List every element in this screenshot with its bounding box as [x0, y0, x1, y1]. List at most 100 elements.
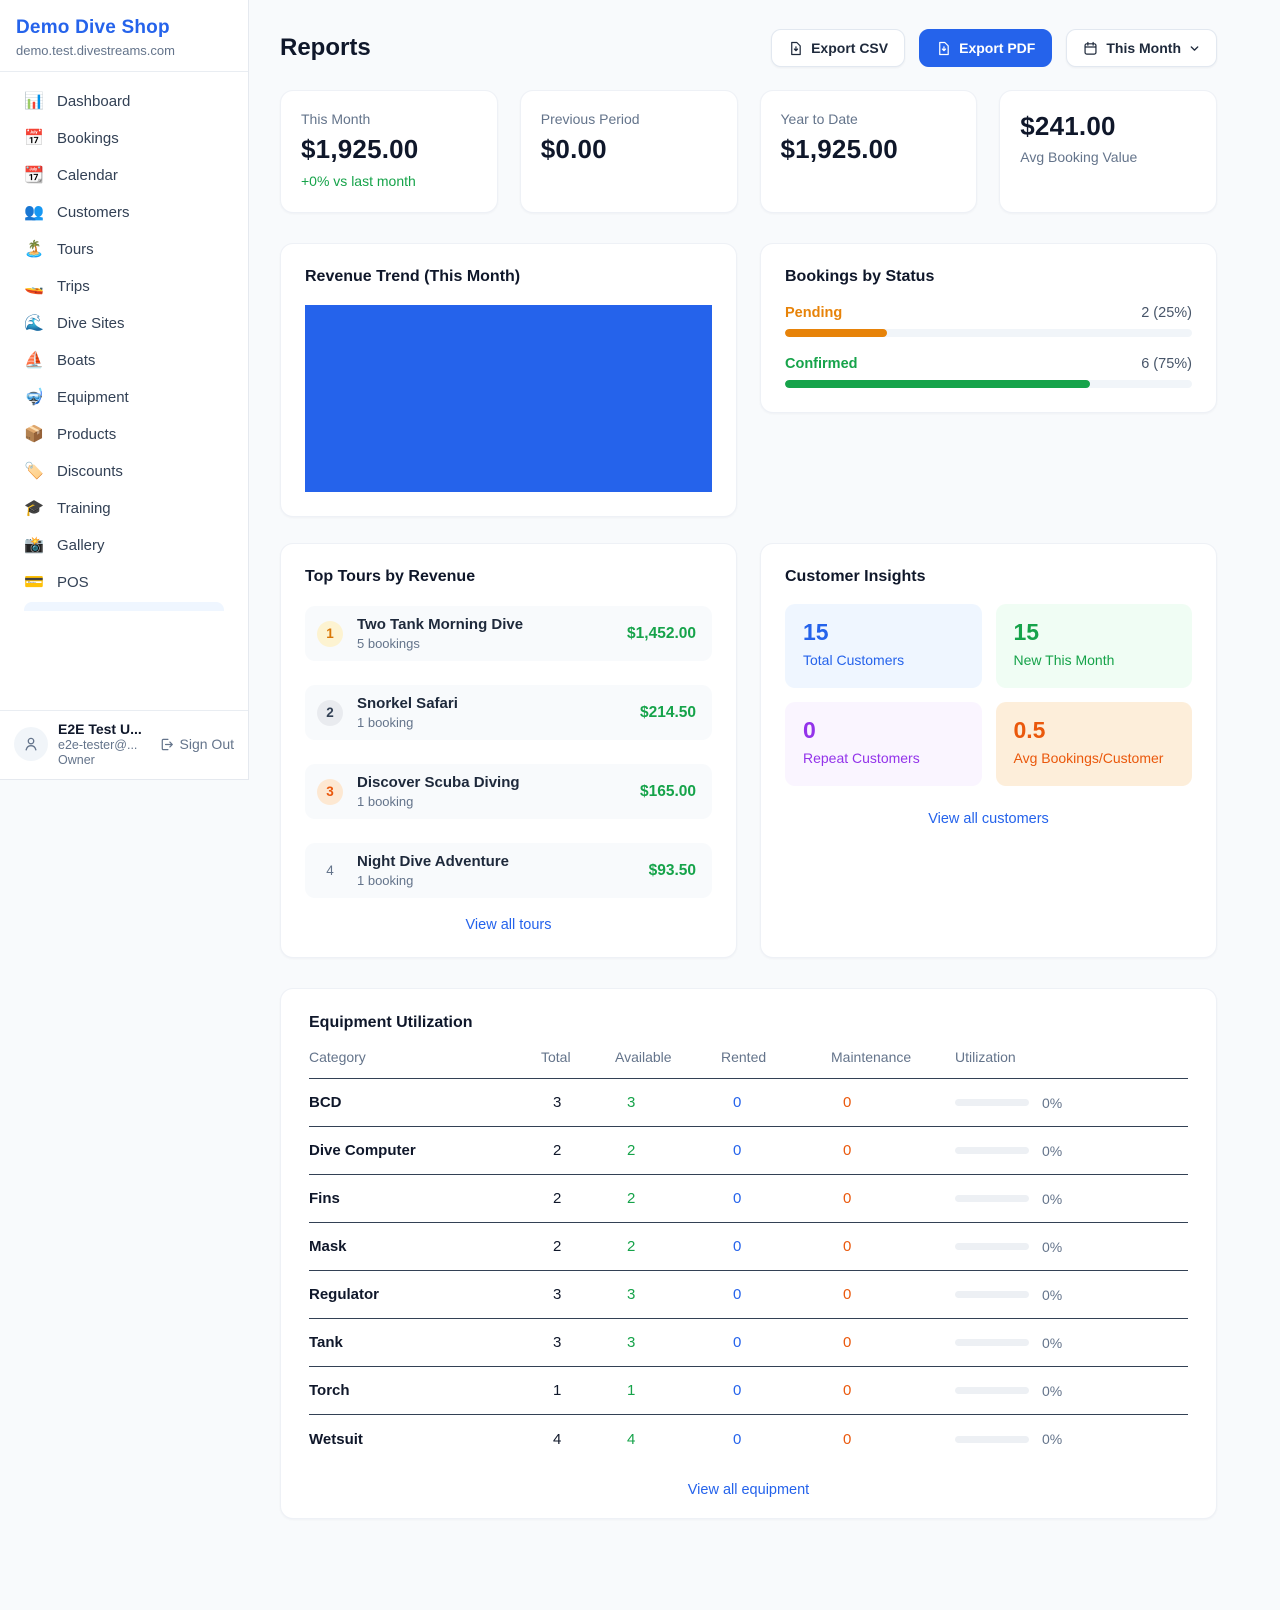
status-bar-fill: [785, 329, 887, 337]
sidebar-item-label: Customers: [57, 204, 130, 221]
camera-icon: 📸: [24, 536, 44, 554]
sidebar-item-dashboard[interactable]: 📊 Dashboard: [12, 84, 236, 119]
sidebar-item-label: Dashboard: [57, 93, 131, 110]
col-rented: Rented: [721, 1049, 767, 1065]
sidebar-item-reports-partial[interactable]: [24, 602, 224, 611]
table-row: Fins 2 2 0 0 0%: [309, 1175, 1188, 1223]
sidebar-item-label: Equipment: [57, 389, 129, 406]
status-row-pending: Pending 2 (25%): [785, 305, 1192, 337]
cell-utilization: 0%: [955, 1143, 1188, 1159]
sidebar-item-training[interactable]: 🎓 Training: [12, 491, 236, 526]
insight-value: 15: [803, 619, 829, 645]
tour-bookings: 1 booking: [357, 794, 414, 809]
charts-row: Revenue Trend (This Month) Bookings by S…: [280, 243, 1217, 517]
view-all-equipment-link[interactable]: View all equipment: [687, 1482, 810, 1498]
tour-name: Snorkel Safari: [357, 695, 458, 712]
status-label: Pending: [785, 305, 843, 321]
tour-row: 3 Discover Scuba Diving 1 booking $165.0…: [305, 764, 712, 819]
cell-total: 3: [553, 1334, 562, 1351]
sidebar-item-bookings[interactable]: 📅 Bookings: [12, 121, 236, 156]
equipment-table: Category Total Available Rented Maintena…: [309, 1049, 1188, 1463]
insight-tile-avg-bookings: 0.5 Avg Bookings/Customer: [995, 702, 1192, 786]
period-dropdown[interactable]: This Month: [1066, 29, 1217, 67]
header-actions: Export CSV Export PDF This Month: [771, 29, 1217, 67]
period-selected-value: This Month: [1106, 40, 1181, 56]
utilization-pct: 0%: [1042, 1382, 1063, 1399]
sidebar-item-trips[interactable]: 🚤 Trips: [12, 269, 236, 304]
utilization-pct: 0%: [1042, 1334, 1063, 1351]
sidebar-item-calendar[interactable]: 📆 Calendar: [12, 158, 236, 193]
tour-revenue: $93.50: [648, 861, 696, 879]
insight-tile-total-customers: 15 Total Customers: [785, 604, 982, 688]
sidebar-item-label: Gallery: [57, 537, 105, 554]
sign-out-button[interactable]: Sign Out: [159, 736, 234, 752]
sidebar-item-label: Tours: [57, 241, 94, 258]
export-csv-button[interactable]: Export CSV: [771, 29, 906, 67]
insight-grid: 15 Total Customers 15 New This Month 0 R…: [785, 604, 1192, 786]
sidebar-item-equipment[interactable]: 🤿 Equipment: [12, 380, 236, 415]
table-row: Regulator 3 3 0 0 0%: [309, 1271, 1188, 1319]
sidebar-item-label: Discounts: [57, 463, 123, 480]
sidebar-item-pos[interactable]: 💳 POS: [12, 565, 236, 600]
customer-insights-title: Customer Insights: [785, 568, 926, 585]
sidebar-item-tours[interactable]: 🏝️ Tours: [12, 232, 236, 267]
sidebar-item-gallery[interactable]: 📸 Gallery: [12, 528, 236, 563]
col-available: Available: [615, 1049, 672, 1065]
cell-available: 3: [627, 1286, 636, 1303]
cell-utilization: 0%: [955, 1287, 1188, 1303]
utilization-pct: 0%: [1042, 1142, 1063, 1159]
cell-total: 1: [553, 1382, 562, 1399]
status-bar-track: [785, 329, 1192, 337]
status-row-confirmed: Confirmed 6 (75%): [785, 356, 1192, 388]
cell-utilization: 0%: [955, 1239, 1188, 1255]
stat-value: $1,925.00: [301, 134, 419, 164]
sidebar-nav: 📊 Dashboard 📅 Bookings 📆 Calendar 👥 Cust…: [0, 72, 248, 611]
sidebar-user-footer: E2E Test U... e2e-tester@... Owner Sign …: [0, 710, 248, 779]
cell-rented: 0: [733, 1286, 742, 1303]
utilization-pct: 0%: [1042, 1094, 1063, 1111]
sidebar-item-discounts[interactable]: 🏷️ Discounts: [12, 454, 236, 489]
top-tours-card: Top Tours by Revenue 1 Two Tank Morning …: [280, 543, 737, 958]
export-pdf-button[interactable]: Export PDF: [919, 29, 1053, 67]
utilization-pct: 0%: [1042, 1190, 1063, 1207]
shop-name-link[interactable]: Demo Dive Shop: [16, 17, 170, 38]
user-role: Owner: [58, 753, 95, 767]
avatar: [14, 727, 48, 761]
sidebar-item-dive-sites[interactable]: 🌊 Dive Sites: [12, 306, 236, 341]
cell-available: 3: [627, 1334, 636, 1351]
utilization-pct: 0%: [1042, 1238, 1063, 1255]
sign-out-label: Sign Out: [179, 736, 234, 752]
cell-utilization: 0%: [955, 1383, 1188, 1399]
cell-category: Mask: [309, 1238, 347, 1255]
cell-total: 2: [553, 1190, 562, 1207]
sidebar-item-products[interactable]: 📦 Products: [12, 417, 236, 452]
utilization-bar: [955, 1339, 1029, 1346]
stat-value: $241.00: [1020, 111, 1116, 141]
sidebar-item-customers[interactable]: 👥 Customers: [12, 195, 236, 230]
tour-name: Discover Scuba Diving: [357, 774, 520, 791]
utilization-bar: [955, 1099, 1029, 1106]
cell-rented: 0: [733, 1430, 742, 1448]
cell-category: Tank: [309, 1334, 343, 1351]
rank-badge: 3: [317, 778, 343, 805]
view-all-tours-link[interactable]: View all tours: [465, 917, 552, 933]
status-value: 6 (75%): [1141, 356, 1192, 372]
cell-maintenance: 0: [843, 1334, 852, 1351]
sidebar-item-boats[interactable]: ⛵ Boats: [12, 343, 236, 378]
bookings-by-status-title: Bookings by Status: [785, 268, 935, 285]
cell-available: 1: [627, 1382, 636, 1399]
top-tours-title: Top Tours by Revenue: [305, 568, 476, 585]
speedboat-icon: 🚤: [24, 277, 44, 295]
table-row: BCD 3 3 0 0 0%: [309, 1079, 1188, 1127]
cell-available: 2: [627, 1190, 636, 1207]
cell-total: 2: [553, 1142, 562, 1159]
tear-calendar-icon: 📆: [24, 166, 44, 184]
table-row: Torch 1 1 0 0 0%: [309, 1367, 1188, 1415]
status-bar-track: [785, 380, 1192, 388]
table-row: Mask 2 2 0 0 0%: [309, 1223, 1188, 1271]
island-icon: 🏝️: [24, 240, 44, 258]
cell-maintenance: 0: [843, 1382, 852, 1399]
cell-rented: 0: [733, 1190, 742, 1207]
view-all-customers-link[interactable]: View all customers: [928, 811, 1049, 827]
main-content: Reports Export CSV Export PDF: [280, 0, 1217, 1519]
